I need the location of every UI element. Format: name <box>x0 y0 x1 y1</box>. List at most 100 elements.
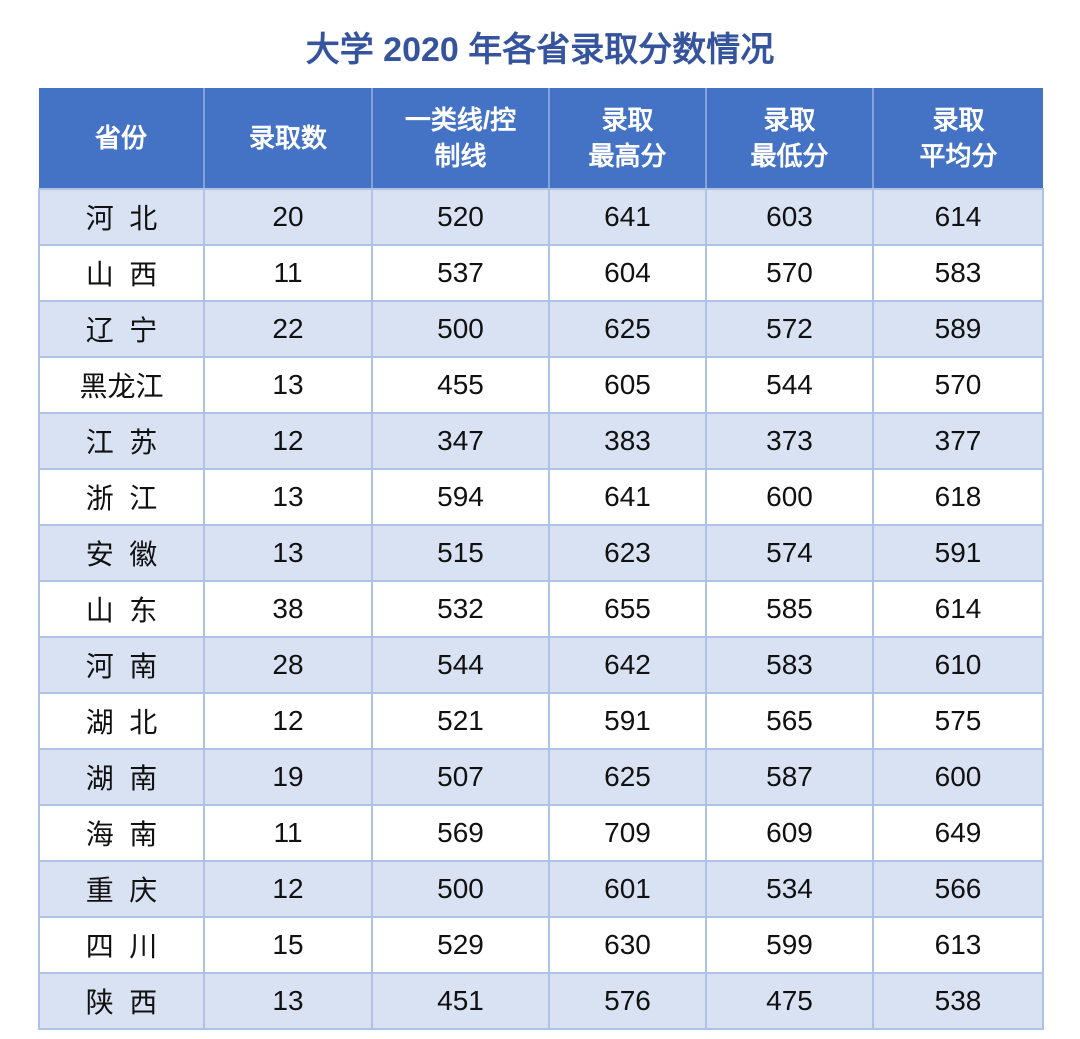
value-cell: 532 <box>371 580 550 638</box>
value-cell: 575 <box>872 692 1044 750</box>
value-cell: 604 <box>548 244 707 302</box>
value-cell: 583 <box>872 244 1044 302</box>
value-cell: 618 <box>872 468 1044 526</box>
column-header-text: 最低分 <box>750 141 829 171</box>
value-cell: 649 <box>872 804 1044 862</box>
value-cell: 13 <box>203 524 373 582</box>
value-cell: 574 <box>705 524 874 582</box>
table-row: 湖 北 12 521 591 565 575 <box>38 692 1044 750</box>
value-cell: 20 <box>203 188 373 246</box>
column-header-avg-score: 录取 平均分 <box>872 88 1043 190</box>
table-body: 河 北 20 520 641 603 614 山 西 11 537 604 570 583 辽 宁 22 5… <box>38 188 1044 1030</box>
column-header-text: 录取 <box>601 105 654 135</box>
value-cell: 576 <box>548 972 707 1030</box>
value-cell: 500 <box>371 300 550 358</box>
value-cell: 347 <box>371 412 550 470</box>
table-row: 河 北 20 520 641 603 614 <box>38 188 1044 246</box>
province-cell: 四 川 <box>38 916 205 974</box>
column-header-text: 省份 <box>94 123 147 153</box>
value-cell: 500 <box>371 860 550 918</box>
value-cell: 572 <box>705 300 874 358</box>
table-row: 重 庆 12 500 601 534 566 <box>38 860 1044 918</box>
value-cell: 373 <box>705 412 874 470</box>
value-cell: 605 <box>548 356 707 414</box>
column-header-text: 制线 <box>434 141 487 171</box>
table-row: 四 川 15 529 630 599 613 <box>38 916 1044 974</box>
value-cell: 13 <box>203 356 373 414</box>
value-cell: 610 <box>872 636 1044 694</box>
table-row: 山 东 38 532 655 585 614 <box>38 580 1044 638</box>
value-cell: 28 <box>203 636 373 694</box>
page-title: 大学 2020 年各省录取分数情况 <box>305 31 775 69</box>
value-cell: 22 <box>203 300 373 358</box>
province-cell: 黑龙江 <box>38 356 205 414</box>
value-cell: 11 <box>203 804 373 862</box>
value-cell: 383 <box>548 412 707 470</box>
column-header-max-score: 录取 最高分 <box>548 88 706 190</box>
value-cell: 507 <box>371 748 550 806</box>
province-cell: 辽 宁 <box>38 300 205 358</box>
value-cell: 377 <box>872 412 1044 470</box>
column-header-text: 录取 <box>763 105 816 135</box>
value-cell: 625 <box>548 748 707 806</box>
value-cell: 630 <box>548 916 707 974</box>
admission-score-table: 省份 录取数 一类线/控 制线 录取 最高分 录取 最低分 录取 平均分 河 北 20 520 641 6… <box>38 88 1044 1030</box>
value-cell: 587 <box>705 748 874 806</box>
value-cell: 12 <box>203 860 373 918</box>
table-row: 海 南 11 569 709 609 649 <box>38 804 1044 862</box>
value-cell: 451 <box>371 972 550 1030</box>
value-cell: 591 <box>872 524 1044 582</box>
value-cell: 12 <box>203 692 373 750</box>
value-cell: 625 <box>548 300 707 358</box>
province-cell: 浙 江 <box>38 468 205 526</box>
column-header-admit-count: 录取数 <box>203 88 372 190</box>
province-cell: 安 徽 <box>38 524 205 582</box>
value-cell: 475 <box>705 972 874 1030</box>
table-row: 黑龙江 13 455 605 544 570 <box>38 356 1044 414</box>
value-cell: 585 <box>705 580 874 638</box>
province-cell: 江 苏 <box>38 412 205 470</box>
value-cell: 613 <box>872 916 1044 974</box>
value-cell: 529 <box>371 916 550 974</box>
value-cell: 641 <box>548 468 707 526</box>
column-header-text: 最高分 <box>588 141 667 171</box>
table-row: 安 徽 13 515 623 574 591 <box>38 524 1044 582</box>
value-cell: 565 <box>705 692 874 750</box>
value-cell: 534 <box>705 860 874 918</box>
header-row: 省份 录取数 一类线/控 制线 录取 最高分 录取 最低分 录取 平均分 <box>39 88 1043 190</box>
value-cell: 12 <box>203 412 373 470</box>
province-cell: 湖 北 <box>38 692 205 750</box>
value-cell: 583 <box>705 636 874 694</box>
value-cell: 569 <box>371 804 550 862</box>
column-header-province: 省份 <box>39 88 204 190</box>
value-cell: 709 <box>548 804 707 862</box>
value-cell: 515 <box>371 524 550 582</box>
value-cell: 544 <box>371 636 550 694</box>
table-row: 湖 南 19 507 625 587 600 <box>38 748 1044 806</box>
value-cell: 566 <box>872 860 1044 918</box>
column-header-text: 一类线/控 <box>404 105 517 135</box>
value-cell: 521 <box>371 692 550 750</box>
province-cell: 陕 西 <box>38 972 205 1030</box>
value-cell: 13 <box>203 972 373 1030</box>
value-cell: 38 <box>203 580 373 638</box>
value-cell: 15 <box>203 916 373 974</box>
province-cell: 山 东 <box>38 580 205 638</box>
table-row: 河 南 28 544 642 583 610 <box>38 636 1044 694</box>
column-header-min-score: 录取 最低分 <box>705 88 873 190</box>
value-cell: 570 <box>705 244 874 302</box>
table-row: 辽 宁 22 500 625 572 589 <box>38 300 1044 358</box>
province-cell: 海 南 <box>38 804 205 862</box>
value-cell: 19 <box>203 748 373 806</box>
value-cell: 641 <box>548 188 707 246</box>
value-cell: 609 <box>705 804 874 862</box>
province-cell: 重 庆 <box>38 860 205 918</box>
value-cell: 614 <box>872 580 1044 638</box>
value-cell: 603 <box>705 188 874 246</box>
province-cell: 河 南 <box>38 636 205 694</box>
column-header-text: 录取数 <box>248 123 327 153</box>
value-cell: 537 <box>371 244 550 302</box>
province-cell: 河 北 <box>38 188 205 246</box>
province-cell: 湖 南 <box>38 748 205 806</box>
